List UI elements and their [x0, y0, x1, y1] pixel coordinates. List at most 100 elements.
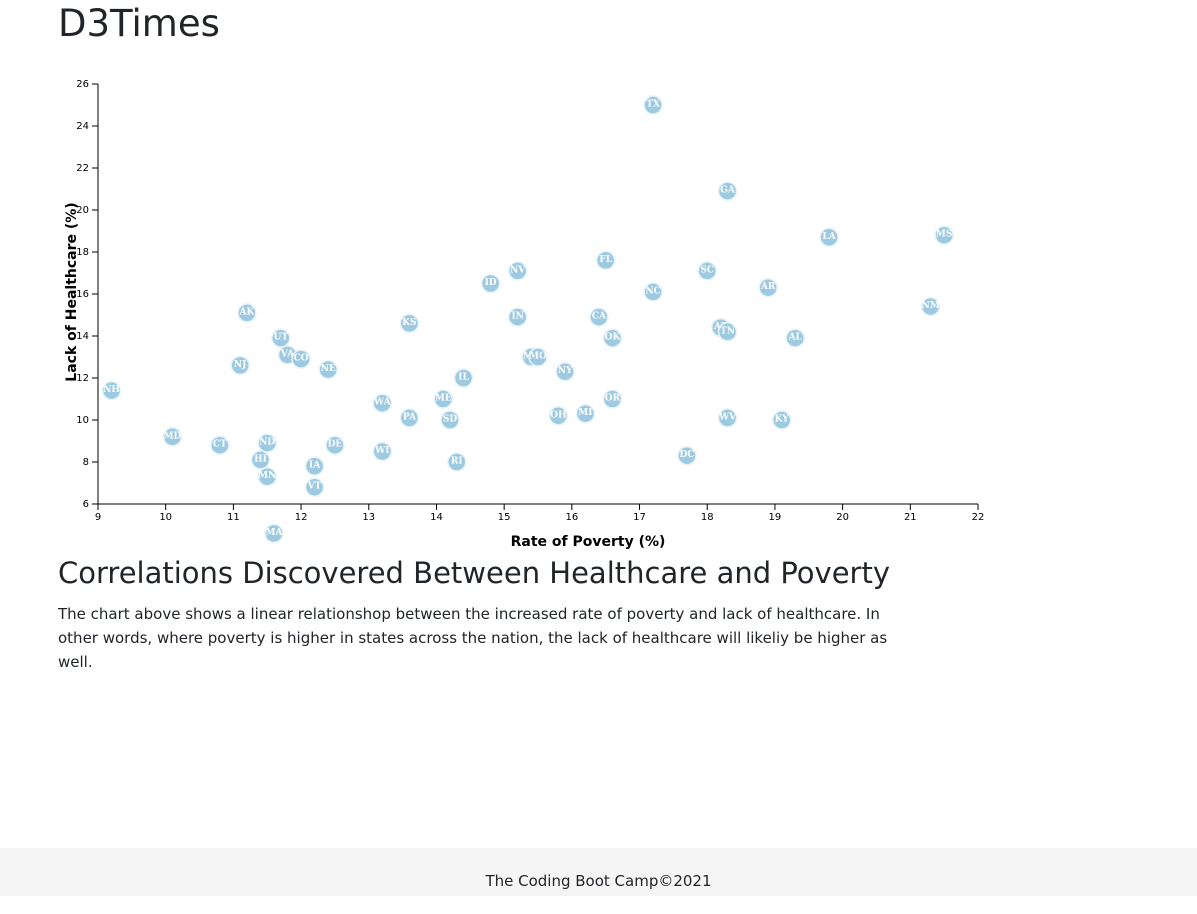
- state-point: [453, 368, 474, 388]
- state-label: WA: [373, 398, 392, 408]
- y-tick-label: 18: [76, 247, 89, 258]
- state-label: UT: [273, 333, 288, 343]
- state-label: DE: [328, 440, 343, 450]
- state-point: [440, 410, 460, 430]
- state-label: MI: [578, 408, 592, 418]
- state-label: KY: [775, 415, 790, 425]
- page-title: D3Times: [58, 2, 220, 45]
- state-label: DC: [679, 450, 694, 460]
- y-tick-label: 24: [76, 121, 89, 132]
- state-point: [230, 355, 250, 376]
- y-tick-label: 16: [76, 289, 89, 300]
- state-point: [257, 466, 277, 487]
- x-tick-label: 14: [430, 512, 443, 523]
- x-tick-label: 22: [972, 512, 985, 523]
- state-label: CO: [294, 354, 309, 364]
- state-point: [210, 435, 230, 455]
- state-label: ND: [259, 438, 275, 448]
- state-label: IL: [458, 373, 469, 383]
- y-tick-label: 10: [76, 415, 89, 426]
- state-point: [101, 380, 122, 401]
- x-axis-title: Rate of Poverty (%): [511, 534, 666, 550]
- state-label: TX: [646, 100, 660, 110]
- state-label: ID: [485, 278, 497, 288]
- state-label: AK: [239, 307, 256, 317]
- state-label: FL: [599, 255, 612, 265]
- state-label: MS: [936, 230, 952, 240]
- state-point: [643, 282, 663, 302]
- state-label: SD: [443, 415, 457, 425]
- state-point: [758, 277, 778, 298]
- state-label: TN: [720, 326, 735, 336]
- state-label: GA: [720, 186, 736, 196]
- state-point: [575, 403, 596, 424]
- state-label: HI: [254, 454, 267, 464]
- state-point: [595, 250, 616, 271]
- state-point: [677, 445, 697, 466]
- state-label: IA: [309, 461, 321, 471]
- state-point: [717, 181, 738, 201]
- state-label: KS: [402, 318, 416, 328]
- x-tick-label: 17: [633, 512, 646, 523]
- state-label: PA: [403, 412, 417, 422]
- state-point: [717, 322, 738, 342]
- x-tick-label: 16: [565, 512, 578, 523]
- article-heading: Correlations Discovered Between Healthca…: [58, 556, 891, 590]
- state-label: SC: [700, 265, 714, 275]
- state-point: [697, 261, 717, 281]
- state-label: IN: [511, 312, 523, 322]
- y-tick-label: 6: [83, 499, 89, 510]
- x-tick-label: 10: [159, 512, 172, 523]
- state-point: [304, 456, 325, 476]
- state-label: CA: [592, 312, 607, 322]
- state-point: [480, 273, 501, 294]
- state-point: [162, 427, 183, 447]
- state-label: WV: [718, 412, 737, 422]
- state-label: MA: [266, 528, 284, 538]
- state-point: [507, 307, 528, 327]
- state-label: MN: [258, 471, 276, 481]
- state-label: CT: [213, 440, 227, 450]
- state-label: NE: [321, 364, 336, 374]
- state-label: OR: [605, 394, 621, 404]
- state-point: [717, 408, 738, 428]
- state-point: [399, 313, 420, 334]
- state-label: NJ: [234, 360, 247, 370]
- state-point: [548, 406, 569, 426]
- state-point: [291, 349, 311, 369]
- x-tick-label: 21: [904, 512, 917, 523]
- state-label: OK: [605, 333, 622, 343]
- state-label: NC: [645, 286, 660, 296]
- y-axis-title: Lack of Healthcare (%): [64, 202, 80, 381]
- y-tick-label: 22: [76, 163, 89, 174]
- state-point: [602, 328, 623, 348]
- x-tick-label: 15: [498, 512, 511, 523]
- x-tick-label: 13: [362, 512, 375, 523]
- x-tick-label: 19: [769, 512, 782, 523]
- state-label: RI: [451, 457, 463, 467]
- y-tick-label: 12: [76, 373, 89, 384]
- state-point: [237, 303, 257, 323]
- state-label: ME: [435, 394, 452, 404]
- state-label: VA: [280, 349, 295, 359]
- state-point: [325, 435, 345, 455]
- y-tick-label: 26: [76, 79, 89, 90]
- state-label: MD: [164, 431, 182, 441]
- state-point: [920, 296, 941, 317]
- state-point: [399, 408, 420, 428]
- state-label: OH: [550, 410, 567, 420]
- chart: 9 10 11 12 13 14 15 16 17 18 19 20 21 22 6 8 10 12 14 16 18 2…: [64, 79, 985, 550]
- state-point: [447, 452, 467, 472]
- state-point: [372, 393, 393, 413]
- state-label: AL: [788, 333, 803, 343]
- state-point: [318, 359, 338, 380]
- x-tick-label: 11: [227, 512, 240, 523]
- state-label: AR: [760, 282, 776, 292]
- x-tick-label: 12: [295, 512, 308, 523]
- state-point: [555, 361, 575, 382]
- state-point: [372, 441, 393, 462]
- state-label: VT: [307, 482, 322, 492]
- state-point: [257, 433, 277, 453]
- state-point: [507, 261, 528, 281]
